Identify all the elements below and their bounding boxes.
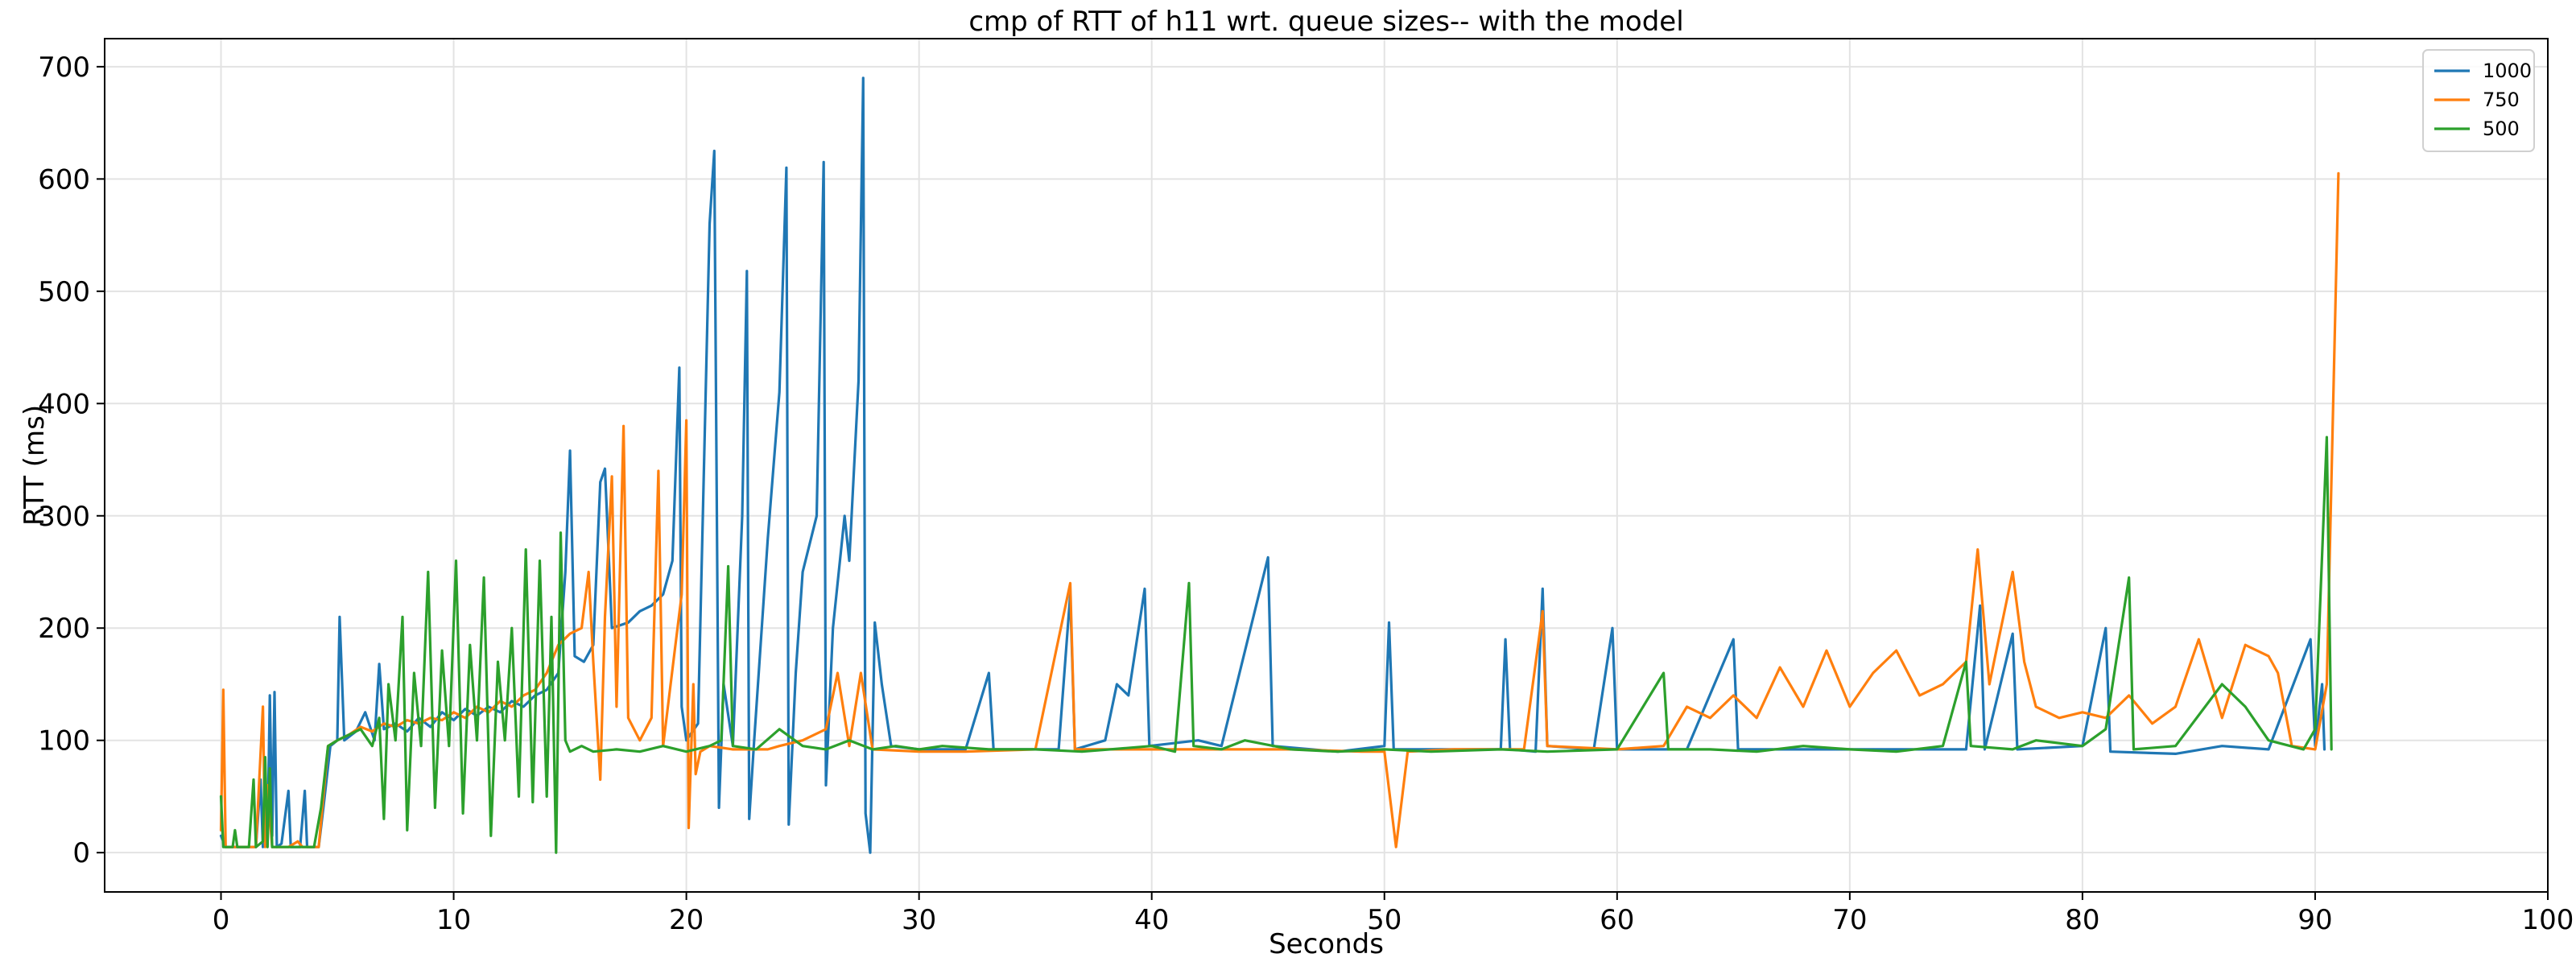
series-line-750 xyxy=(219,171,2340,848)
plot-frame xyxy=(104,38,2549,893)
y-tick-label: 600 xyxy=(38,163,90,196)
y-tick-label: 200 xyxy=(38,613,90,645)
x-tick-label: 100 xyxy=(2522,904,2574,936)
legend-box xyxy=(2422,49,2535,152)
y-tick-label: 400 xyxy=(38,388,90,420)
x-tick-label: 70 xyxy=(1832,904,1867,936)
y-axis-label: RTT (ms) xyxy=(19,405,51,526)
x-tick-label: 50 xyxy=(1367,904,1402,936)
legend-label-1000: 1000 xyxy=(2483,60,2532,82)
x-axis-label: Seconds xyxy=(1269,928,1384,960)
y-tick-label: 700 xyxy=(38,52,90,84)
legend-label-500: 500 xyxy=(2483,118,2520,140)
x-tick-label: 30 xyxy=(902,904,936,936)
x-tick-label: 60 xyxy=(1600,904,1634,936)
chart-title: cmp of RTT of h11 wrt. queue sizes-- wit… xyxy=(968,6,1683,38)
x-axis-ticks: 0 10 20 30 40 50 60 70 80 90 100 xyxy=(213,892,2574,936)
series-layer xyxy=(219,76,2340,854)
x-tick-label: 80 xyxy=(2065,904,2099,936)
y-axis-ticks: 0 100 200 300 400 500 600 700 xyxy=(38,52,105,869)
y-tick-label: 300 xyxy=(38,501,90,533)
grid-lines xyxy=(105,39,2549,892)
x-tick-label: 90 xyxy=(2297,904,2332,936)
y-tick-label: 500 xyxy=(38,276,90,308)
x-tick-label: 20 xyxy=(669,904,704,936)
legend-label-750: 750 xyxy=(2483,89,2520,111)
x-tick-label: 0 xyxy=(213,904,230,936)
series-line-500 xyxy=(219,436,2333,854)
x-tick-label: 40 xyxy=(1134,904,1169,936)
y-tick-label: 0 xyxy=(72,837,90,869)
y-tick-label: 100 xyxy=(38,725,90,758)
series-line-1000 xyxy=(219,76,2326,854)
legend: 1000 750 500 xyxy=(2422,49,2535,152)
x-tick-label: 10 xyxy=(436,904,471,936)
